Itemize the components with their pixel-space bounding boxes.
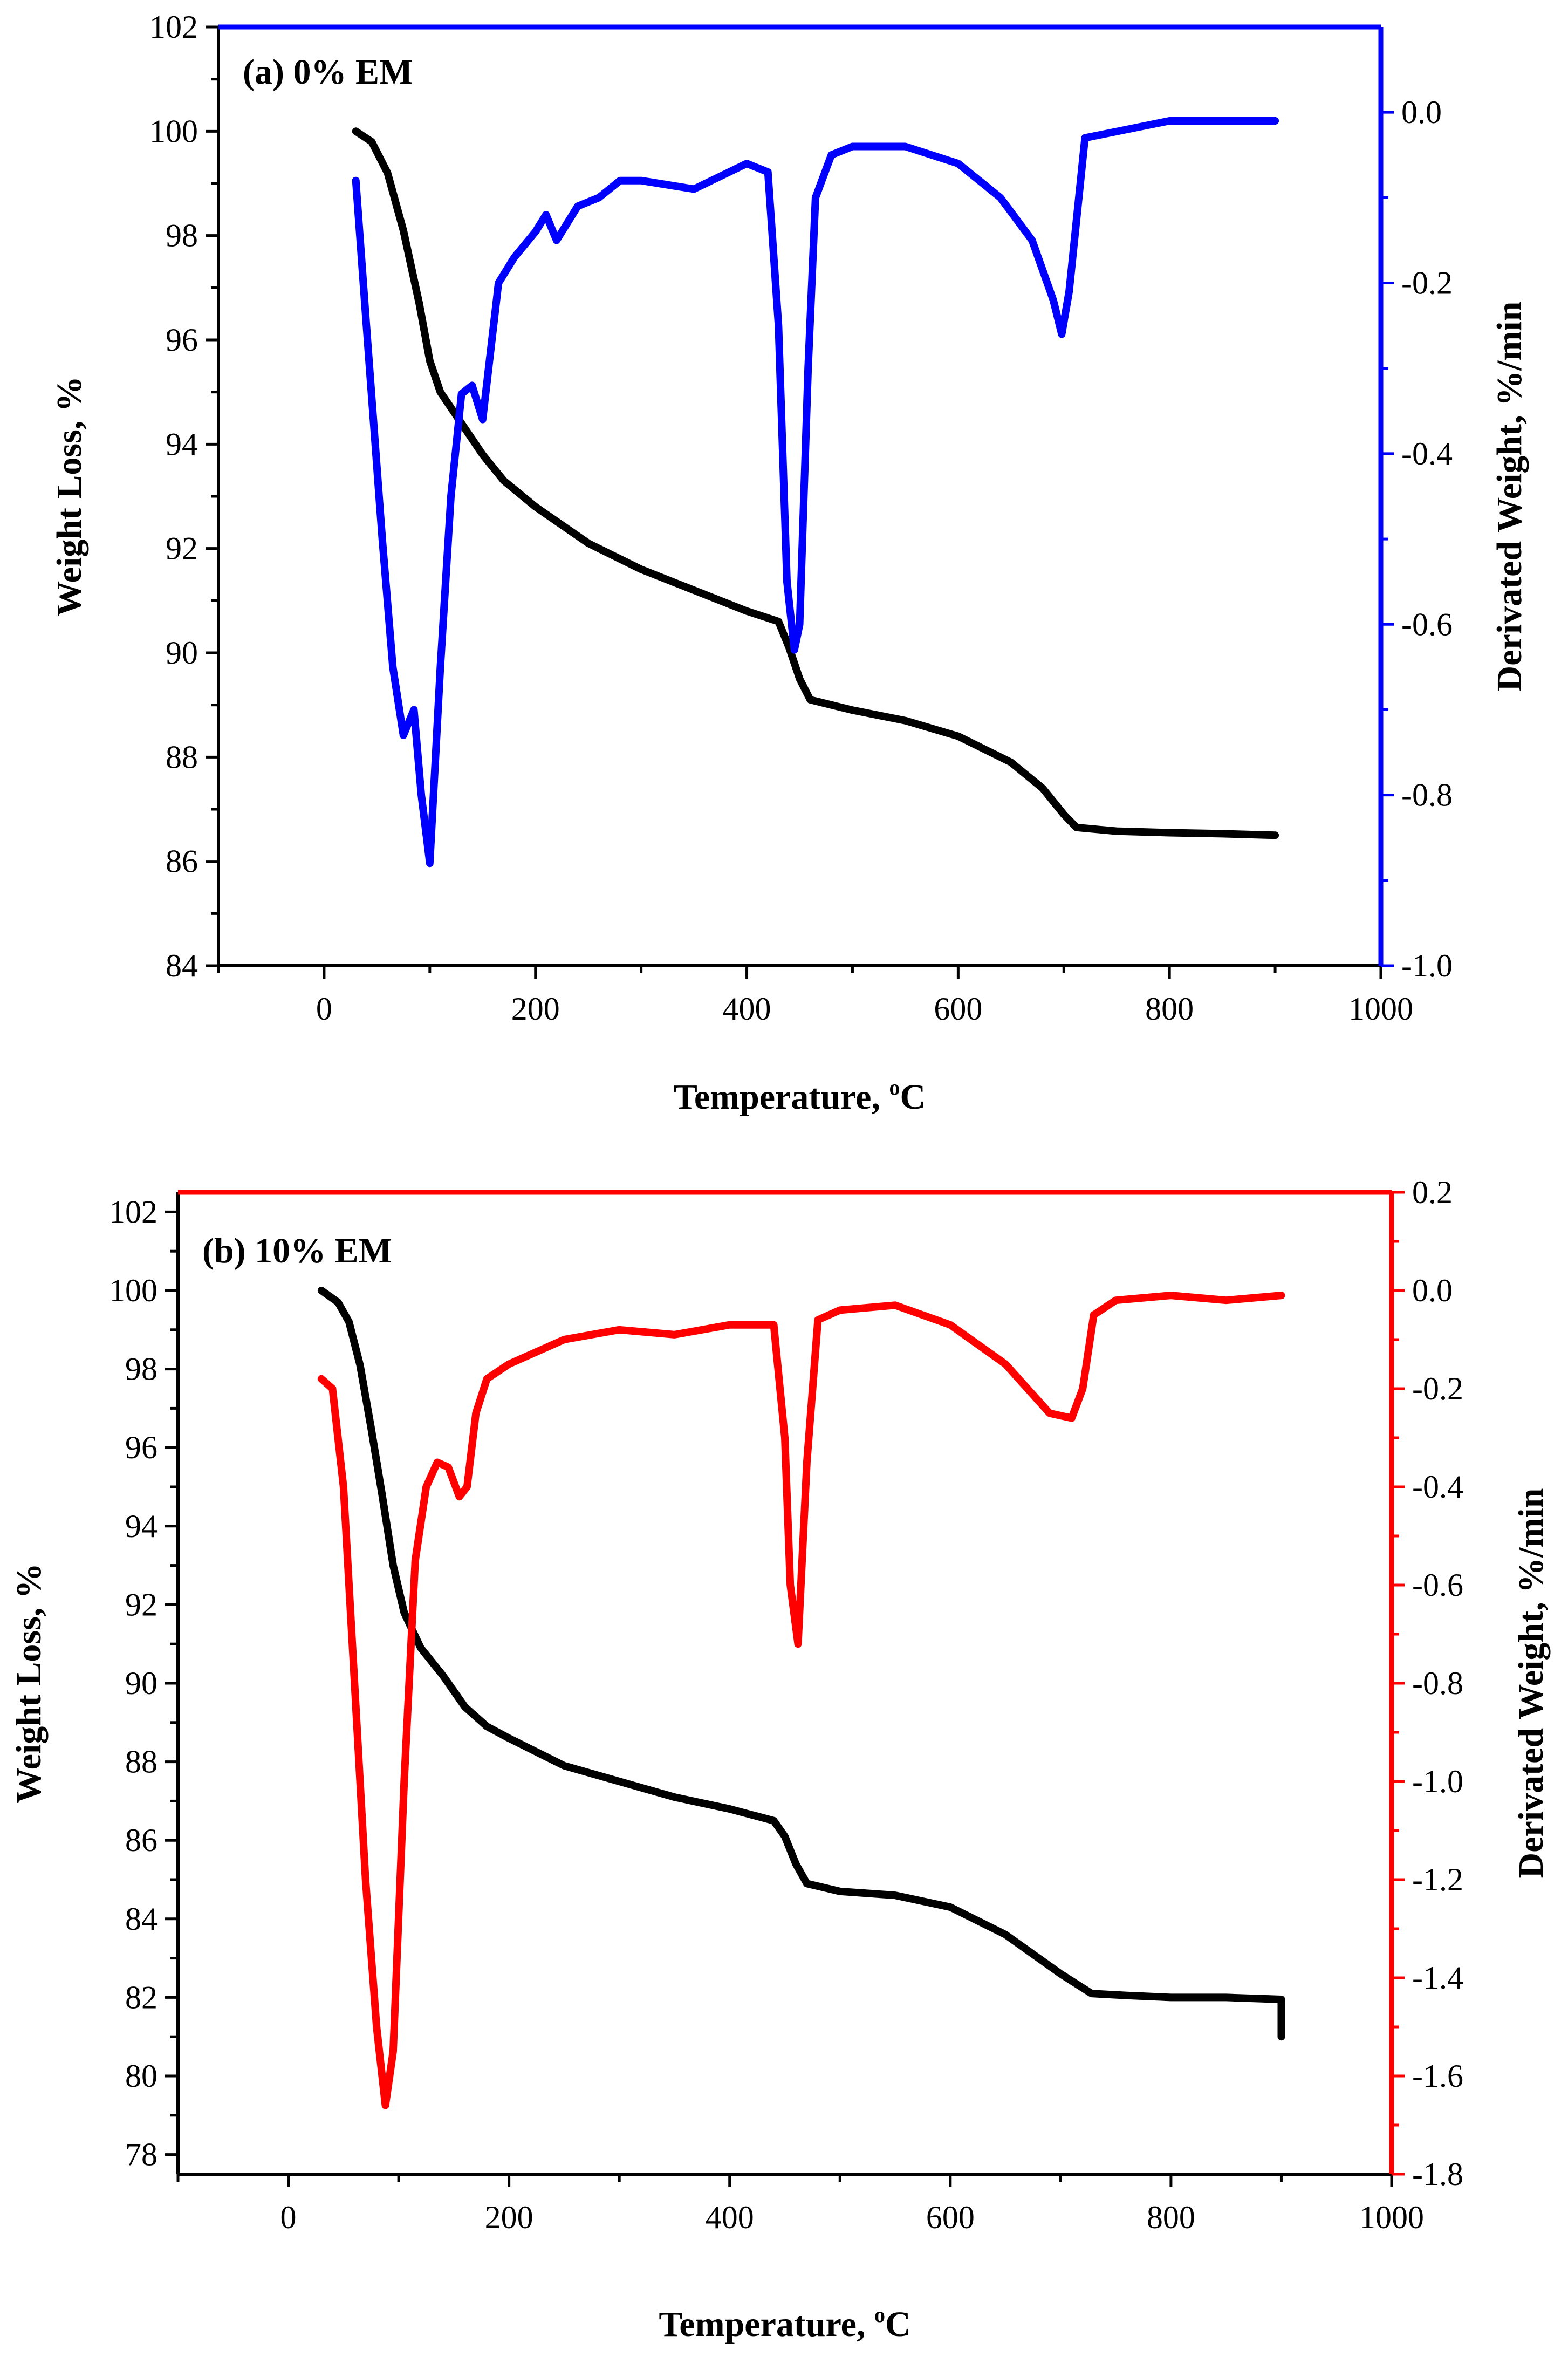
y-tick-label: 94 [166, 426, 198, 462]
y-tick-label: 96 [125, 1430, 158, 1465]
chart-panel-b: 0 200 400 600 800 1000 78 80 82 84 86 88 90 92 94 96 98 1… [9, 1174, 1551, 2344]
y2-tick-label: -0.8 [1401, 777, 1453, 813]
y-tick-label: 88 [125, 1744, 158, 1780]
x-tick-label: 200 [485, 2200, 533, 2235]
y2-tick-label: -0.8 [1412, 1665, 1463, 1701]
y-tick-label: 102 [109, 1194, 158, 1230]
y2-axis-title: Derivated Weight, %/min [1511, 1488, 1551, 1879]
panel-label: (a) 0% EM [243, 52, 413, 92]
x-axis-title-text: Temperature, [674, 1077, 889, 1117]
y2-tick-label: -0.2 [1412, 1371, 1463, 1406]
y-tick-label: 84 [166, 948, 198, 984]
x-tick-label: 400 [723, 991, 771, 1027]
derivative-weight-curve [352, 117, 1279, 868]
y-tick-label: 90 [125, 1665, 158, 1701]
derivative-weight-curve [317, 1292, 1285, 2109]
y2-tick-label: -0.4 [1412, 1469, 1463, 1505]
y2-tick-label: 0.0 [1412, 1273, 1453, 1308]
y2-tick-label: -1.0 [1401, 948, 1453, 984]
y-tick-label: 102 [149, 9, 198, 45]
y-tick-label: 92 [125, 1587, 158, 1622]
y-tick-label: 96 [166, 322, 198, 358]
weight-loss-curve [317, 1287, 1285, 2041]
y2-tick-label: 0.2 [1412, 1174, 1453, 1210]
y-tick-label: 88 [166, 739, 198, 775]
y2-axis-title: Derivated Weight, %/min [1490, 302, 1529, 692]
x-tick-label: 800 [1147, 2200, 1195, 2235]
x-tick-label: 800 [1145, 991, 1194, 1027]
y-tick-label: 90 [166, 635, 198, 671]
y-tick-label: 82 [125, 1979, 158, 2015]
x-axis-title-text: Temperature, [659, 2305, 874, 2344]
y-tick-label: 100 [109, 1273, 158, 1308]
x-tick-label: 400 [706, 2200, 754, 2235]
chart-panel-a: 0 200 400 600 800 1000 84 86 88 90 92 94 96 98 100 102 -… [50, 9, 1529, 1117]
y-tick-label: 80 [125, 2058, 158, 2094]
y2-tick-label: -1.0 [1412, 1764, 1463, 1799]
y-tick-label: 98 [125, 1351, 158, 1387]
x-axis-title-degree: o [889, 1075, 900, 1100]
y2-tick-label: -1.6 [1412, 2058, 1463, 2094]
x-tick-label: 600 [934, 991, 982, 1027]
y-tick-label: 92 [166, 531, 198, 566]
x-tick-label: 1000 [1359, 2200, 1424, 2235]
y-tick-label: 78 [125, 2137, 158, 2173]
y-tick-label: 86 [125, 1822, 158, 1858]
weight-loss-curve [352, 127, 1279, 839]
y2-tick-label: -0.2 [1401, 265, 1453, 301]
y-axis-title: Weight Loss, % [50, 376, 89, 617]
panel-label: (b) 10% EM [202, 1231, 392, 1271]
y-tick-label: 84 [125, 1901, 158, 1937]
x-tick-label: 1000 [1348, 991, 1413, 1027]
y-axis-title: Weight Loss, % [9, 1563, 49, 1804]
y-tick-label: 94 [125, 1508, 158, 1544]
y2-tick-label: -1.8 [1412, 2156, 1463, 2192]
y2-tick-label: -0.6 [1412, 1567, 1463, 1603]
y-tick-label: 98 [166, 218, 198, 254]
y-tick-label: 86 [166, 844, 198, 879]
x-tick-label: 0 [316, 991, 332, 1027]
y2-tick-label: 0.0 [1401, 94, 1442, 130]
y2-tick-label: -0.6 [1401, 606, 1453, 642]
y2-tick-label: -1.2 [1412, 1862, 1463, 1897]
x-tick-label: 200 [511, 991, 560, 1027]
y2-tick-label: -0.4 [1401, 436, 1453, 472]
x-axis-title-unit: C [900, 1077, 926, 1117]
y-tick-label: 100 [149, 113, 198, 149]
x-axis-title: Temperature, oC [674, 1075, 926, 1117]
x-axis-title-degree: o [874, 2303, 885, 2327]
x-tick-label: 600 [926, 2200, 975, 2235]
x-axis-title: Temperature, oC [659, 2303, 910, 2344]
x-axis-title-unit: C [885, 2305, 911, 2344]
y2-tick-label: -1.4 [1412, 1960, 1463, 1996]
x-tick-label: 0 [280, 2200, 297, 2235]
